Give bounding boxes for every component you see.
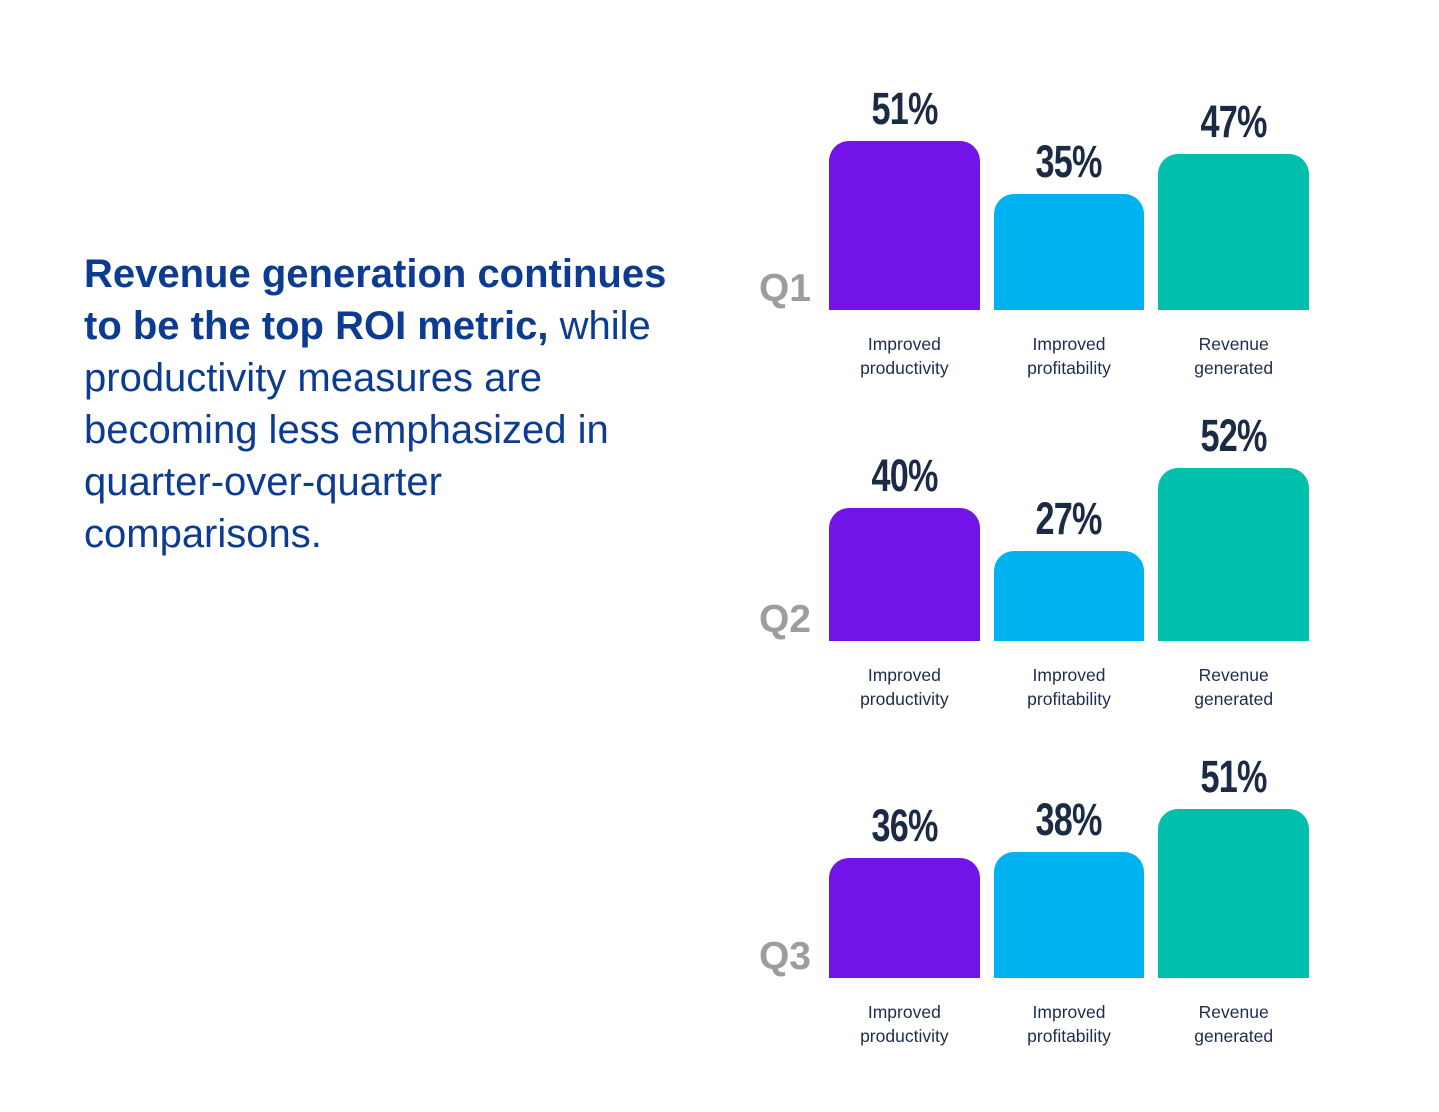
narrative-bold-segment: Revenue generation continues — [84, 252, 667, 296]
bar-improved-profitability — [993, 852, 1145, 978]
column-improved-profitability-q2: 27% — [993, 493, 1145, 641]
value-label: 51% — [871, 83, 938, 134]
narrative-segment: quarter-over-quarter — [84, 460, 442, 504]
bar-revenue-generated — [1158, 468, 1310, 641]
column-improved-productivity-q3: 36% — [829, 803, 980, 978]
quarter-label-q3: Q3 — [758, 935, 811, 978]
narrative-text: Revenue generation continues to be the t… — [84, 248, 744, 560]
column-improved-productivity-q2: 40% — [829, 453, 980, 641]
category-label-revenue-generated: Revenue generated — [1194, 334, 1274, 378]
narrative-line: Revenue generation continues — [84, 248, 744, 300]
column-revenue-generated-q3: 51% — [1158, 751, 1310, 978]
quarter-label-q2: Q2 — [758, 598, 811, 641]
category-labels-q2: Improved productivity Improved profitabi… — [829, 663, 1309, 711]
narrative-segment: productivity measures are — [84, 356, 542, 400]
value-label: 38% — [1035, 794, 1103, 845]
value-label: 27% — [1035, 493, 1103, 544]
narrative-segment: while — [548, 304, 651, 348]
category-labels-q1: Improved productivity Improved profitabi… — [829, 332, 1309, 380]
bars-q2: 40% 27% 52% — [829, 391, 1310, 641]
value-label: 35% — [1035, 136, 1103, 187]
column-revenue-generated-q1: 47% — [1158, 96, 1310, 310]
narrative-line: comparisons. — [84, 508, 744, 560]
chart-row-q3: Q3 36% 38% 51% Improved productivity Imp… — [759, 728, 1310, 1048]
column-improved-profitability-q1: 35% — [993, 136, 1145, 310]
category-label-improved-productivity: Improved productivity — [860, 1002, 949, 1046]
narrative-line: becoming less emphasized in — [84, 404, 744, 456]
narrative-bold-segment: to be the top ROI metric, — [84, 304, 549, 348]
bar-improved-productivity — [829, 141, 980, 310]
bar-revenue-generated — [1158, 154, 1310, 310]
category-label-improved-productivity: Improved productivity — [860, 334, 949, 378]
category-label-improved-profitability: Improved profitability — [1027, 665, 1111, 709]
quarter-label-q1: Q1 — [758, 267, 811, 310]
category-labels-q3: Improved productivity Improved profitabi… — [829, 1000, 1309, 1048]
category-label-improved-profitability: Improved profitability — [1027, 1002, 1111, 1046]
bars-q3: 36% 38% 51% — [829, 728, 1310, 978]
category-label-improved-profitability: Improved profitability — [1027, 334, 1111, 378]
value-label: 52% — [1200, 410, 1268, 461]
narrative-segment: becoming less emphasized in — [84, 408, 609, 452]
narrative-line: quarter-over-quarter — [84, 456, 744, 508]
column-improved-productivity-q1: 51% — [829, 86, 980, 310]
column-improved-profitability-q3: 38% — [993, 794, 1145, 978]
bar-improved-profitability — [993, 551, 1145, 641]
bar-improved-profitability — [993, 194, 1145, 310]
value-label: 47% — [1200, 96, 1268, 147]
value-label: 36% — [871, 800, 938, 851]
chart-row-q2: Q2 40% 27% 52% Improved productivity Imp… — [759, 391, 1310, 711]
narrative-segment: comparisons. — [84, 512, 322, 556]
chart-row-q1: Q1 51% 35% 47% Improved productivity Imp… — [759, 60, 1310, 380]
narrative-line: to be the top ROI metric, while — [84, 300, 744, 352]
category-label-revenue-generated: Revenue generated — [1194, 1002, 1274, 1046]
column-revenue-generated-q2: 52% — [1158, 410, 1310, 641]
category-label-improved-productivity: Improved productivity — [860, 665, 949, 709]
narrative-line: productivity measures are — [84, 352, 744, 404]
value-label: 51% — [1200, 751, 1268, 802]
bar-improved-productivity — [829, 508, 980, 641]
category-label-revenue-generated: Revenue generated — [1194, 665, 1274, 709]
value-label: 40% — [871, 450, 938, 501]
bar-revenue-generated — [1158, 809, 1310, 978]
bar-improved-productivity — [829, 858, 980, 978]
bars-q1: 51% 35% 47% — [829, 60, 1310, 310]
